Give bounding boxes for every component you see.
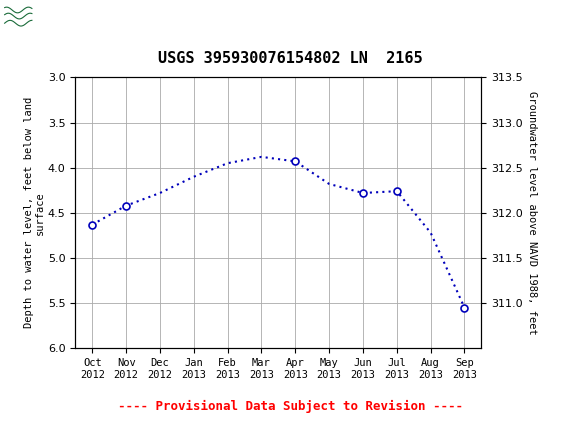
Text: ---- Provisional Data Subject to Revision ----: ---- Provisional Data Subject to Revisio… [118,400,462,413]
Text: USGS: USGS [38,10,85,25]
Y-axis label: Groundwater level above NAVD 1988, feet: Groundwater level above NAVD 1988, feet [527,91,537,335]
Y-axis label: Depth to water level, feet below land
surface: Depth to water level, feet below land su… [24,97,45,329]
Bar [3,3,78,33]
Text: USGS 395930076154802 LN  2165: USGS 395930076154802 LN 2165 [158,51,422,65]
